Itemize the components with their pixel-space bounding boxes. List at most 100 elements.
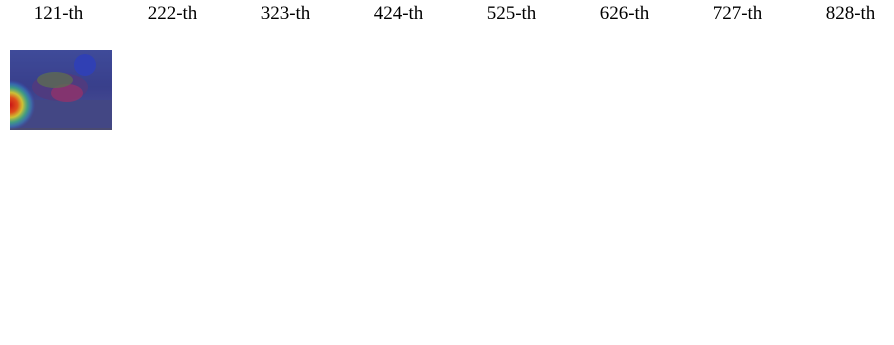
heatmap-image xyxy=(571,25,678,130)
image-background xyxy=(119,133,226,235)
bird-head xyxy=(301,54,323,76)
papaya-seeds xyxy=(842,161,862,225)
ground xyxy=(684,100,791,130)
attention-blob xyxy=(790,141,824,175)
bird-breast xyxy=(165,84,197,102)
overlay xyxy=(797,25,894,128)
attention-blob xyxy=(842,242,894,312)
highlight xyxy=(832,239,872,251)
overlay xyxy=(345,133,452,235)
papaya-half xyxy=(715,136,763,240)
image-background xyxy=(345,25,452,128)
bird-head xyxy=(753,54,775,76)
ground xyxy=(571,100,678,130)
heatmap-image xyxy=(340,237,460,340)
overlay xyxy=(345,237,452,340)
highlight xyxy=(380,239,420,251)
overlay xyxy=(5,133,112,235)
overlay xyxy=(684,25,791,128)
ground xyxy=(232,100,339,130)
overlay xyxy=(232,133,339,235)
heatmap-image xyxy=(458,25,570,130)
overlay xyxy=(119,237,226,340)
overlay xyxy=(684,133,791,235)
papaya-left xyxy=(446,138,490,238)
heatmap-image xyxy=(114,237,234,340)
image-background xyxy=(232,25,339,128)
heatmap-image xyxy=(0,237,120,340)
bird-body xyxy=(259,73,315,101)
heatmap-image xyxy=(107,133,233,253)
food xyxy=(360,282,430,322)
overlay xyxy=(458,25,565,128)
heatmap-image xyxy=(679,234,799,340)
bird-body xyxy=(146,73,202,101)
papaya-left xyxy=(220,138,264,238)
column-label: 525-th xyxy=(487,3,537,24)
ground xyxy=(458,100,565,130)
attention-blob xyxy=(262,158,312,208)
papaya-left xyxy=(107,138,151,238)
papaya-half xyxy=(150,136,198,240)
ground xyxy=(119,100,226,130)
image-background xyxy=(571,237,678,340)
heatmap-image xyxy=(684,25,795,130)
food xyxy=(812,282,882,322)
papaya-seeds xyxy=(277,161,297,225)
food xyxy=(134,282,204,322)
heatmap-image xyxy=(446,133,572,241)
overlay xyxy=(797,133,894,235)
attention-blob xyxy=(536,86,570,120)
papaya-seeds xyxy=(50,161,70,225)
bird-head xyxy=(527,54,549,76)
highlight xyxy=(267,239,307,251)
plate xyxy=(340,267,460,337)
attention-blob xyxy=(757,78,791,112)
attention-blob xyxy=(701,234,757,290)
image-background xyxy=(119,237,226,340)
bird-breast xyxy=(504,84,536,102)
papaya-seeds xyxy=(503,161,523,225)
image-background xyxy=(797,133,894,235)
bird-body xyxy=(824,73,880,101)
bird-head xyxy=(866,54,888,76)
highlight xyxy=(154,239,194,251)
heatmap-image xyxy=(105,25,226,134)
papaya-seeds xyxy=(390,161,410,225)
papaya-left xyxy=(559,138,603,238)
attention-blob xyxy=(246,256,308,318)
bird-breast xyxy=(391,84,423,102)
attention-blob xyxy=(604,255,638,289)
bird-wing xyxy=(264,72,300,88)
attention-blob xyxy=(105,56,183,134)
papaya-right xyxy=(95,145,119,241)
overlay xyxy=(571,133,678,235)
column-label: 626-th xyxy=(600,3,650,24)
column-label: 121-th xyxy=(34,3,84,24)
attention-blob xyxy=(709,163,759,213)
image-background xyxy=(232,237,339,340)
overlay xyxy=(458,237,565,340)
overlay xyxy=(797,237,894,340)
attention-blob xyxy=(115,253,193,331)
highlight xyxy=(40,239,80,251)
plate xyxy=(679,267,799,337)
overlay xyxy=(345,25,452,128)
papaya-right xyxy=(209,145,233,241)
image-background xyxy=(5,133,112,235)
plate xyxy=(566,267,686,337)
bird-body xyxy=(598,73,654,101)
column-label: 424-th xyxy=(374,3,424,24)
bird-body xyxy=(711,73,767,101)
papaya-right xyxy=(322,145,346,241)
attention-blob xyxy=(473,70,512,109)
papaya-half xyxy=(489,136,537,240)
column-label: 222-th xyxy=(148,3,198,24)
image-background xyxy=(458,25,565,128)
highlight xyxy=(719,239,759,251)
attention-blob xyxy=(733,34,795,96)
attention-blob xyxy=(822,45,892,115)
attention-blob xyxy=(496,191,530,225)
image-background xyxy=(458,237,565,340)
overlay xyxy=(232,237,339,340)
